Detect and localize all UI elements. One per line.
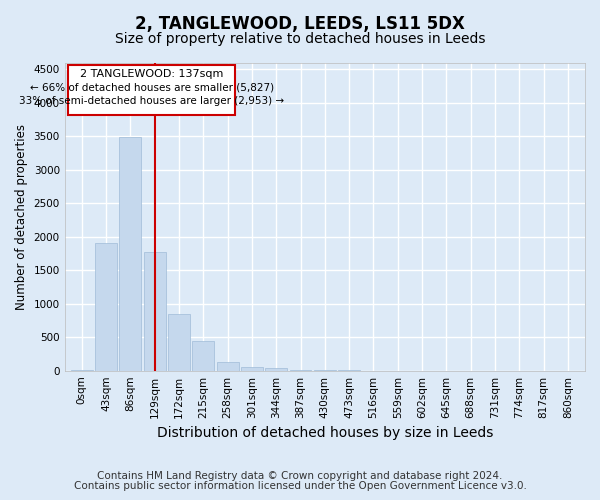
Y-axis label: Number of detached properties: Number of detached properties — [15, 124, 28, 310]
Bar — [143, 252, 166, 370]
Text: ← 66% of detached houses are smaller (5,827): ← 66% of detached houses are smaller (5,… — [29, 83, 274, 93]
FancyBboxPatch shape — [68, 65, 235, 115]
Bar — [193, 340, 214, 370]
Bar — [241, 367, 263, 370]
Bar — [168, 314, 190, 370]
Text: Size of property relative to detached houses in Leeds: Size of property relative to detached ho… — [115, 32, 485, 46]
Text: 2, TANGLEWOOD, LEEDS, LS11 5DX: 2, TANGLEWOOD, LEEDS, LS11 5DX — [135, 15, 465, 33]
Text: 2 TANGLEWOOD: 137sqm: 2 TANGLEWOOD: 137sqm — [80, 69, 223, 79]
Bar — [119, 137, 141, 370]
Bar — [217, 362, 239, 370]
Text: Contains HM Land Registry data © Crown copyright and database right 2024.: Contains HM Land Registry data © Crown c… — [97, 471, 503, 481]
Text: 33% of semi-detached houses are larger (2,953) →: 33% of semi-detached houses are larger (… — [19, 96, 284, 106]
Text: Contains public sector information licensed under the Open Government Licence v3: Contains public sector information licen… — [74, 481, 526, 491]
Bar — [265, 368, 287, 370]
X-axis label: Distribution of detached houses by size in Leeds: Distribution of detached houses by size … — [157, 426, 493, 440]
Bar — [95, 244, 117, 370]
